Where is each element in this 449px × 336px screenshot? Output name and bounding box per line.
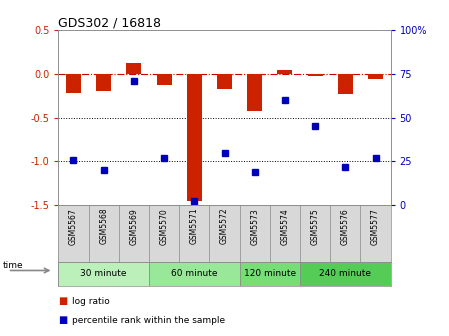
Text: GSM5577: GSM5577 <box>371 208 380 245</box>
Text: GSM5573: GSM5573 <box>250 208 259 245</box>
Text: GSM5575: GSM5575 <box>311 208 320 245</box>
Bar <box>157 74 172 85</box>
Text: GSM5570: GSM5570 <box>159 208 168 245</box>
Text: time: time <box>2 261 23 270</box>
Text: percentile rank within the sample: percentile rank within the sample <box>72 316 225 325</box>
Bar <box>58 262 149 286</box>
Text: GSM5568: GSM5568 <box>99 208 108 245</box>
Text: GSM5572: GSM5572 <box>220 208 229 245</box>
Text: 60 minute: 60 minute <box>171 269 218 278</box>
Bar <box>187 74 202 201</box>
Bar <box>66 74 81 93</box>
Text: GSM5571: GSM5571 <box>190 208 199 245</box>
Bar <box>96 74 111 91</box>
Text: 240 minute: 240 minute <box>319 269 371 278</box>
Bar <box>308 74 323 76</box>
Text: 30 minute: 30 minute <box>80 269 127 278</box>
Bar <box>368 74 383 79</box>
Bar <box>240 262 300 286</box>
Text: ■: ■ <box>58 296 68 306</box>
Bar <box>247 74 262 111</box>
Bar <box>277 71 292 74</box>
Text: GSM5569: GSM5569 <box>129 208 138 245</box>
Bar <box>217 74 232 89</box>
Text: log ratio: log ratio <box>72 297 110 306</box>
Text: GDS302 / 16818: GDS302 / 16818 <box>58 16 161 29</box>
Text: GSM5574: GSM5574 <box>281 208 290 245</box>
Text: GSM5576: GSM5576 <box>341 208 350 245</box>
Text: ■: ■ <box>58 316 68 325</box>
Text: 120 minute: 120 minute <box>244 269 296 278</box>
Bar <box>300 262 391 286</box>
Text: GSM5567: GSM5567 <box>69 208 78 245</box>
Bar <box>126 64 141 74</box>
Bar <box>338 74 353 94</box>
Bar <box>149 262 240 286</box>
